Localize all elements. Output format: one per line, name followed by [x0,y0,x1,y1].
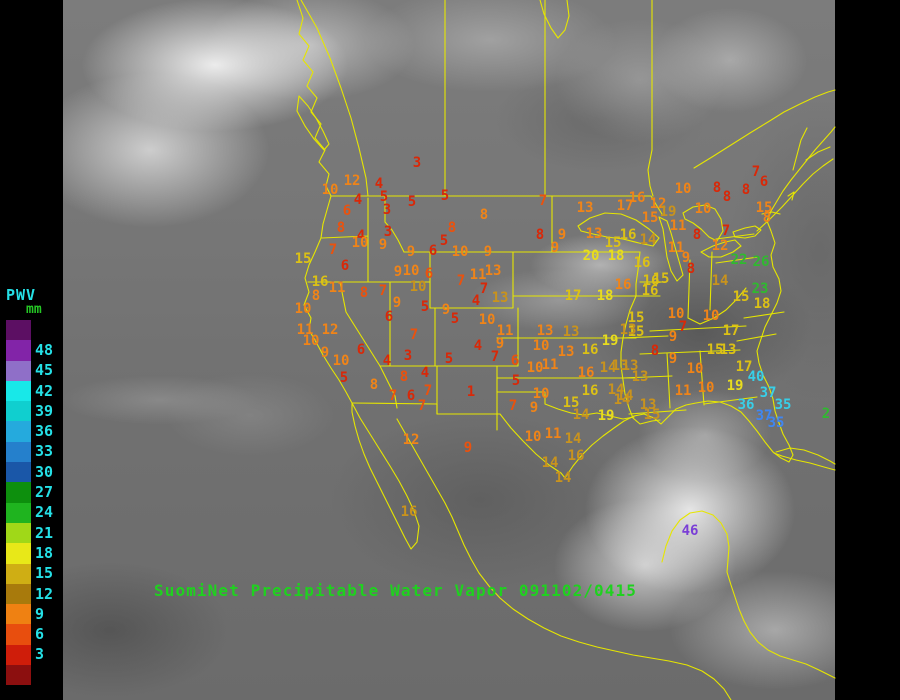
legend-value-label: 12 [35,584,54,603]
legend-color-swatch [6,482,31,503]
legend-color-swatch [6,583,31,605]
legend-value-label: 45 [35,361,54,380]
legend-color-swatch [6,502,31,523]
legend-entry: 30 [6,462,54,483]
legend-value-label: 15 [35,564,54,583]
legend-entry [6,320,53,341]
image-caption: SuomiNet Precipitable Water Vapor 091102… [154,581,637,600]
legend-color-swatch [6,380,31,402]
pwv-legend: PWV mm 48 45 42 39 36 33 30 27 24 21 18 15 12 9 6 3 [6,286,54,686]
legend-color-swatch [6,421,31,442]
legend-color-swatch [6,624,31,645]
legend-color-swatch [6,522,31,544]
legend-color-swatch [6,665,31,686]
legend-entry: 3 [6,644,53,666]
legend-value-label: 48 [35,340,54,359]
legend-title: PWV [6,286,37,304]
legend-entry [6,665,53,686]
legend-color-swatch [6,340,31,361]
legend-entry: 24 [6,502,54,523]
legend-color-swatch [6,563,31,584]
legend-value-label: 30 [35,462,54,481]
legend-value-label: 18 [35,543,54,562]
legend-color-swatch [6,543,31,564]
legend-color-swatch [6,644,31,666]
legend-color-swatch [6,441,31,463]
legend-color-swatch [6,360,31,381]
legend-entry: 48 [6,340,54,361]
legend-color-swatch [6,320,31,341]
legend-value-label: 24 [35,503,54,522]
legend-entry: 12 [6,583,54,605]
legend-entry: 9 [6,604,53,625]
legend-color-swatch [6,401,31,422]
legend-entry: 27 [6,482,54,503]
legend-entry: 36 [6,421,54,442]
legend-entry: 45 [6,360,54,381]
legend-entry: 18 [6,543,54,564]
legend-color-swatch [6,462,31,483]
legend-value-label: 33 [35,442,54,461]
legend-color-scale: 48 45 42 39 36 33 30 27 24 21 18 15 12 9 6 3 [6,320,54,686]
legend-units: mm [26,302,42,317]
legend-value-label: 6 [35,625,45,644]
legend-value-label: 27 [35,483,54,502]
legend-entry: 15 [6,563,54,584]
legend-value-label: 36 [35,422,54,441]
legend-entry: 33 [6,441,54,463]
legend-value-label: 9 [35,604,45,623]
legend-value-label: 21 [35,523,54,542]
legend-entry: 6 [6,624,53,645]
legend-value-label: 39 [35,401,54,420]
legend-value-label: 3 [35,645,45,664]
legend-entry: 42 [6,380,54,402]
legend-entry: 21 [6,522,54,544]
legend-color-swatch [6,604,31,625]
legend-value-label: 42 [35,381,54,400]
legend-entry: 39 [6,401,54,422]
